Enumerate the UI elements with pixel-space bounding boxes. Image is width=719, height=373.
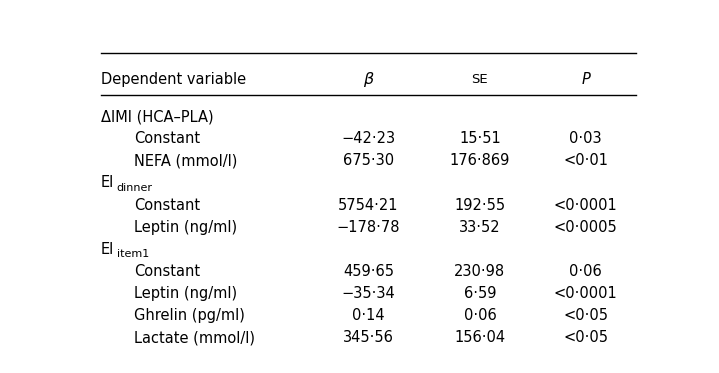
Text: 0·06: 0·06 (464, 308, 496, 323)
Text: 15·51: 15·51 (459, 131, 501, 146)
Text: −42·23: −42·23 (342, 131, 395, 146)
Text: P: P (582, 72, 590, 87)
Text: 6·59: 6·59 (464, 286, 496, 301)
Text: 5754·21: 5754·21 (338, 198, 399, 213)
Text: NEFA (mmol/l): NEFA (mmol/l) (134, 153, 238, 168)
Text: Leptin (ng/ml): Leptin (ng/ml) (134, 286, 237, 301)
Text: 33·52: 33·52 (459, 220, 500, 235)
Text: 176·869: 176·869 (450, 153, 510, 168)
Text: 192·55: 192·55 (454, 198, 505, 213)
Text: 0·03: 0·03 (569, 131, 602, 146)
Text: 345·56: 345·56 (343, 330, 394, 345)
Text: 0·14: 0·14 (352, 308, 385, 323)
Text: Dependent variable: Dependent variable (101, 72, 246, 87)
Text: Ghrelin (pg/ml): Ghrelin (pg/ml) (134, 308, 245, 323)
Text: 459·65: 459·65 (343, 264, 394, 279)
Text: Constant: Constant (134, 198, 201, 213)
Text: Lactate (mmol/l): Lactate (mmol/l) (134, 330, 255, 345)
Text: <0·0005: <0·0005 (554, 220, 618, 235)
Text: <0·0001: <0·0001 (554, 198, 618, 213)
Text: Constant: Constant (134, 131, 201, 146)
Text: 156·04: 156·04 (454, 330, 505, 345)
Text: EI: EI (101, 175, 114, 190)
Text: <0·0001: <0·0001 (554, 286, 618, 301)
Text: SE: SE (472, 73, 488, 86)
Text: Leptin (ng/ml): Leptin (ng/ml) (134, 220, 237, 235)
Text: 0·06: 0·06 (569, 264, 603, 279)
Text: −178·78: −178·78 (336, 220, 400, 235)
Text: −35·34: −35·34 (342, 286, 395, 301)
Text: <0·05: <0·05 (563, 308, 608, 323)
Text: 230·98: 230·98 (454, 264, 505, 279)
Text: dinner: dinner (116, 183, 152, 193)
Text: item1: item1 (116, 250, 149, 260)
Text: EI: EI (101, 242, 114, 257)
Text: Constant: Constant (134, 264, 201, 279)
Text: <0·05: <0·05 (563, 330, 608, 345)
Text: 675·30: 675·30 (343, 153, 394, 168)
Text: <0·01: <0·01 (563, 153, 608, 168)
Text: ΔIMI (HCA–PLA): ΔIMI (HCA–PLA) (101, 109, 214, 124)
Text: β: β (363, 72, 374, 87)
